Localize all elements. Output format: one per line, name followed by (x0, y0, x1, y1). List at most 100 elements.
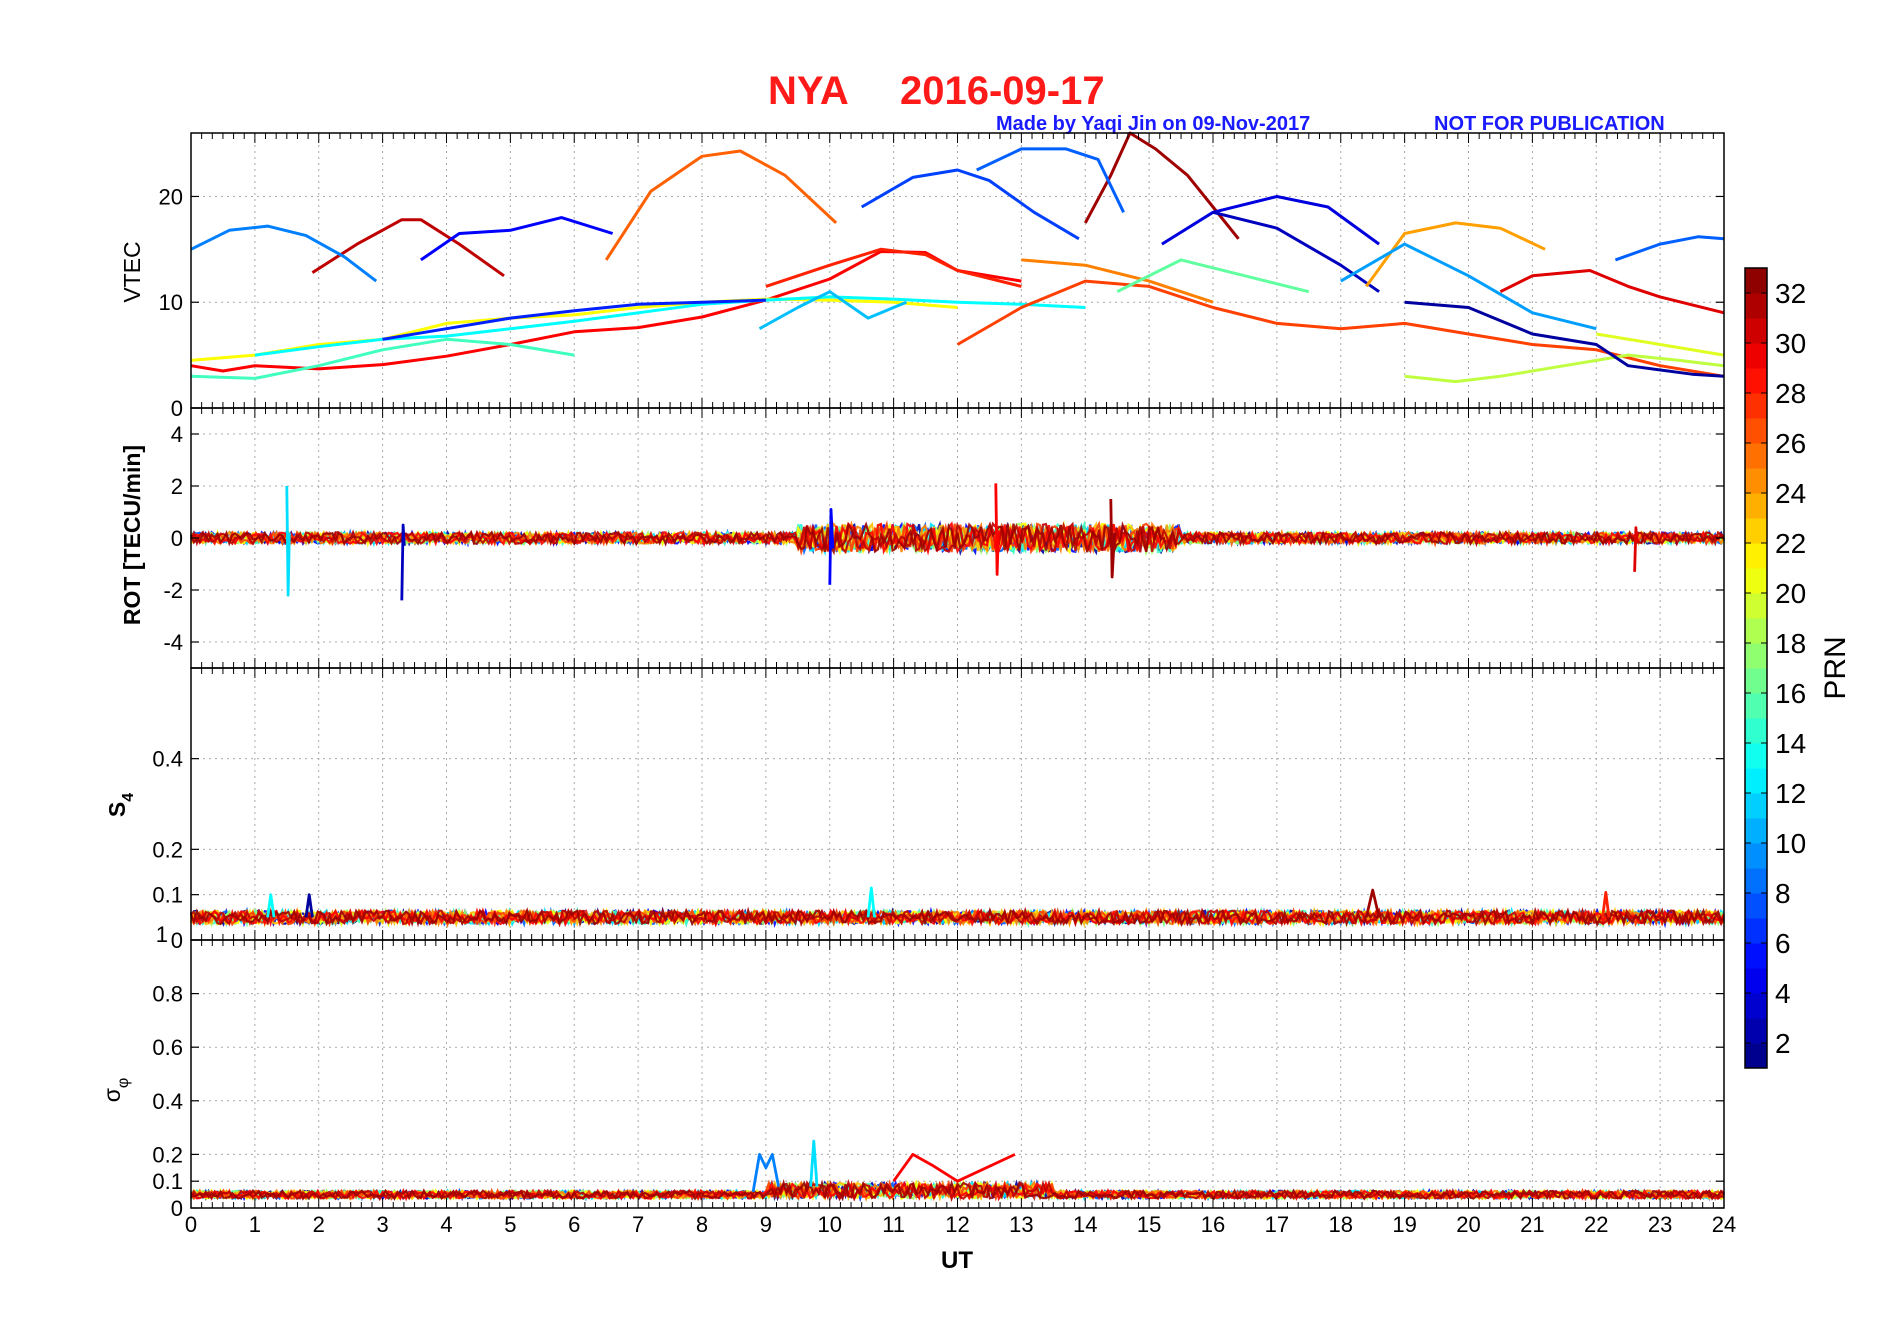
colorbar-tick-label: 20 (1775, 578, 1806, 609)
colorbar-tick-label: 26 (1775, 428, 1806, 459)
x-tick-label: 9 (760, 1212, 772, 1237)
series-prn-25 (1021, 258, 1214, 304)
series-prn-26 (604, 149, 838, 261)
noise-trace-prn (190, 1178, 1725, 1202)
colorbar-swatch (1745, 968, 1767, 994)
y-tick-label: 20 (159, 184, 183, 209)
colorbar-swatch (1745, 693, 1767, 719)
series-prn-5 (420, 216, 614, 262)
vtec-axes: 0 10 20 (159, 132, 1725, 421)
series-prn-31 (311, 218, 505, 278)
x-tick-label: 19 (1392, 1212, 1416, 1237)
x-tick-label: 0 (185, 1212, 197, 1237)
colorbar-swatch (1745, 318, 1767, 344)
colorbar-swatch (1745, 1043, 1767, 1069)
series-prn-2 (304, 893, 314, 918)
x-tick-label: 8 (696, 1212, 708, 1237)
series-prn-15 (190, 337, 575, 380)
x-tick-label: 10 (818, 1212, 842, 1237)
s4-grid (191, 668, 1724, 940)
colorbar-swatch (1745, 718, 1767, 744)
series-prn-24 (1365, 221, 1546, 288)
x-tick-label: 4 (440, 1212, 452, 1237)
colorbar-tick-label: 22 (1775, 528, 1806, 559)
colorbar-swatch (1745, 768, 1767, 794)
y-tick-label: 0.2 (152, 1142, 183, 1167)
series-prn-20 (1596, 332, 1725, 357)
series-prn-9 (751, 1153, 780, 1193)
colorbar-tick-label: 16 (1775, 678, 1806, 709)
series-prn-13 (866, 886, 876, 918)
s4-ylabel: S4 (104, 793, 137, 817)
colorbar-swatch (1745, 418, 1767, 444)
y-tick-label: 0.1 (152, 883, 183, 908)
x-tick-label: 3 (377, 1212, 389, 1237)
series-prn-28 (765, 247, 1022, 288)
x-tick-label: 17 (1265, 1212, 1289, 1237)
series-prn-11 (758, 290, 907, 331)
x-tick-label: 13 (1009, 1212, 1033, 1237)
series-prn-30 (1499, 269, 1725, 315)
colorbar-frame (1744, 267, 1768, 1069)
colorbar-tick-label: 4 (1775, 978, 1791, 1009)
series-prn-16 (1116, 258, 1310, 294)
series-prn-8 (976, 147, 1125, 213)
colorbar-tick-label: 14 (1775, 728, 1806, 759)
colorbar-swatch (1745, 993, 1767, 1019)
colorbar-swatch (1745, 818, 1767, 844)
panel-vtec: 0 10 20 VTEC (119, 131, 1725, 421)
x-tick-label: 23 (1648, 1212, 1672, 1237)
colorbar-swatch (1745, 618, 1767, 644)
series-prn-21 (190, 297, 958, 362)
y-tick-label: 0.1 (152, 1169, 183, 1194)
colorbar-tick-label: 8 (1775, 878, 1791, 909)
series-prn-29 (892, 1153, 1016, 1183)
series-prn-30 (1633, 526, 1639, 572)
x-tick-label: 5 (504, 1212, 516, 1237)
series-prn-32 (1364, 888, 1381, 918)
colorbar-swatch (1745, 518, 1767, 544)
y-tick-label: 0.8 (152, 982, 183, 1007)
colorbar-tick-label: 2 (1775, 1028, 1791, 1059)
colorbar-swatch (1745, 743, 1767, 769)
noise-trace-prn (189, 906, 1725, 928)
series-prn-7 (860, 168, 1080, 241)
rot-ylabel: ROT [TECU/min] (119, 445, 145, 625)
series-prn-28 (1601, 891, 1611, 918)
x-tick-label: 16 (1201, 1212, 1225, 1237)
x-tick-label: 21 (1520, 1212, 1544, 1237)
series-prn-13 (266, 893, 276, 918)
x-tick-label: 22 (1584, 1212, 1608, 1237)
colorbar-tick-label: 24 (1775, 478, 1806, 509)
y-tick-label: 0.6 (152, 1035, 183, 1060)
colorbar-swatch (1745, 843, 1767, 869)
x-tick-label: 6 (568, 1212, 580, 1237)
vtec-grid (191, 133, 1724, 408)
vtec-ylabel: VTEC (119, 241, 145, 302)
ut-tick-labels: 0 1 2 3 4 5 6 7 8 9 10 11 12 13 14 15 16 17 18 19 20 21 22 23 24 (185, 1212, 1736, 1237)
y-tick-label: 4 (171, 422, 183, 447)
vtec-lines (190, 131, 1725, 384)
series-prn-3 (1212, 210, 1380, 293)
colorbar-tick-label: 12 (1775, 778, 1806, 809)
series-prn-10 (1340, 242, 1597, 331)
x-tick-label: 24 (1712, 1212, 1736, 1237)
series-prn-12 (809, 1139, 819, 1187)
y-tick-label: 0.4 (152, 747, 183, 772)
series-prn-19 (1404, 353, 1725, 384)
y-tick-label: 0 (171, 1196, 183, 1221)
colorbar-swatch (1745, 793, 1767, 819)
x-tick-label: 15 (1137, 1212, 1161, 1237)
colorbar-swatch (1745, 868, 1767, 894)
colorbar-tick-label: 32 (1775, 278, 1806, 309)
colorbar-swatch (1745, 468, 1767, 494)
panel-frame (190, 667, 1725, 941)
series-prn-3 (400, 523, 406, 601)
colorbar-swatch (1745, 1018, 1767, 1044)
colorbar-swatch (1745, 568, 1767, 594)
y-tick-label: -4 (163, 630, 183, 655)
colorbar-swatch (1745, 368, 1767, 394)
figure-credit: Made by Yaqi Jin on 09-Nov-2017 (996, 113, 1310, 135)
